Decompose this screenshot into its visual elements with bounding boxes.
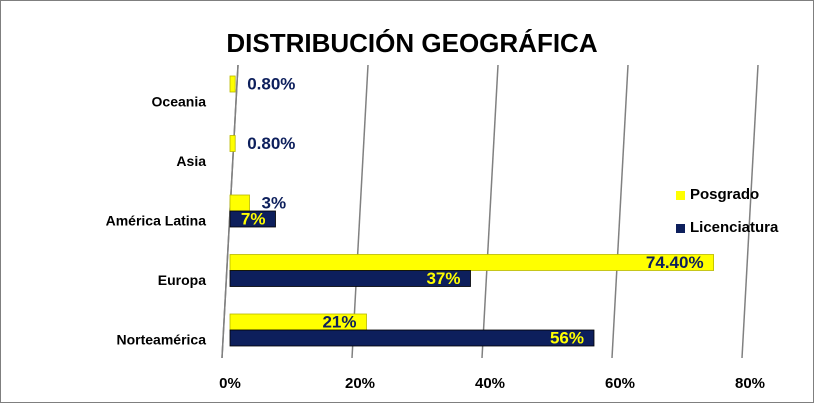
grid-line <box>351 64 369 359</box>
legend-label: Licenciatura <box>690 219 779 236</box>
y-tick-label: América Latina <box>106 213 207 229</box>
grid-line <box>481 64 499 359</box>
chart-title: DISTRIBUCIÓN GEOGRÁFICA <box>226 28 597 58</box>
bar <box>229 329 595 347</box>
data-label: 74.40% <box>646 253 704 272</box>
legend-swatch <box>676 191 685 200</box>
x-tick-label: 80% <box>735 375 765 392</box>
bar <box>229 254 715 271</box>
data-label: 7% <box>241 209 266 228</box>
bar <box>229 270 471 287</box>
legend-swatch <box>676 224 685 233</box>
y-tick-label: Asia <box>176 153 206 169</box>
data-label: 56% <box>550 328 584 347</box>
x-tick-label: 0% <box>219 375 241 392</box>
bar <box>229 210 276 228</box>
data-label: 21% <box>322 312 356 331</box>
x-tick-label: 60% <box>605 375 635 392</box>
data-label: 0.80% <box>247 74 295 93</box>
bar <box>229 75 236 93</box>
y-tick-label: Norteamérica <box>117 332 207 348</box>
y-tick-label: Oceania <box>152 94 207 110</box>
x-tick-label: 40% <box>475 375 505 392</box>
legend-label: Posgrado <box>690 186 759 203</box>
bar <box>229 135 236 152</box>
data-label: 3% <box>262 193 287 212</box>
x-tick-label: 20% <box>345 375 375 392</box>
y-tick-label: Europa <box>158 272 206 288</box>
data-label: 0.80% <box>247 134 295 153</box>
grid-line <box>611 64 629 359</box>
grid-line <box>741 64 759 359</box>
data-label: 37% <box>426 269 460 288</box>
